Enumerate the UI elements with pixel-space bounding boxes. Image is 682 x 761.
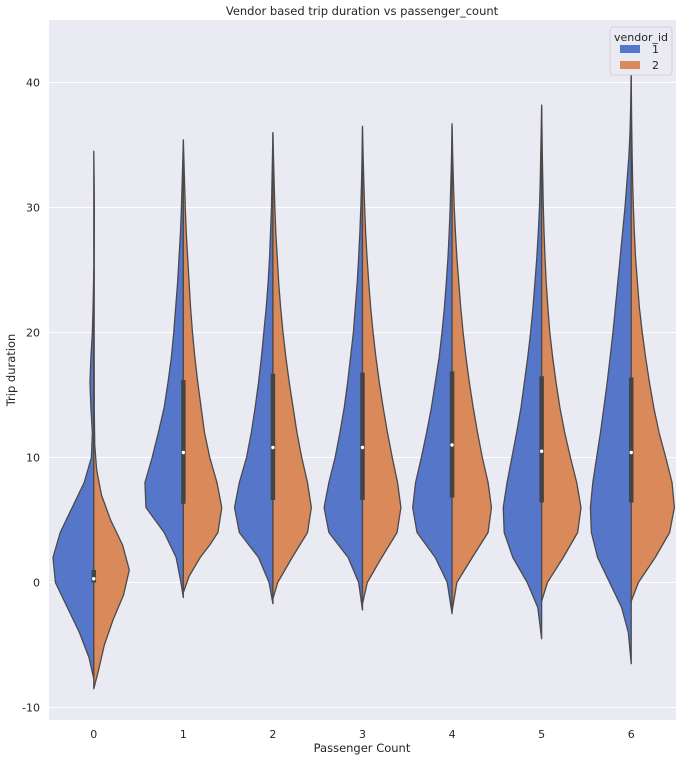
median-dot [629,450,633,455]
chart-title: Vendor based trip duration vs passenger_… [226,4,499,18]
legend-swatch-2 [620,61,640,69]
y-tick-label: -10 [22,702,40,715]
x-tick-label: 6 [628,728,635,741]
violin-half-vendor-2-pc-5 [540,106,582,602]
violins [52,69,676,690]
violin-half-vendor-1-pc-5 [502,104,543,640]
violin-half-vendor-1-pc-6 [589,69,632,665]
violin-half-vendor-1-pc-1 [144,139,185,599]
legend: vendor_id 1 2 [609,26,673,76]
y-tick-label: 20 [26,327,40,340]
legend-label-2: 2 [652,59,659,72]
violin-half-vendor-1-pc-4 [412,123,453,615]
legend-title: vendor_id [614,31,668,44]
median-dot [271,445,275,450]
y-tick-label: 40 [26,77,40,90]
median-dot [92,577,96,581]
x-tick-labels: 0 1 2 3 4 5 6 [90,728,634,741]
legend-label-1: 1 [652,43,659,56]
y-axis-label: Trip duration [4,334,18,408]
x-tick-label: 4 [449,728,456,741]
x-axis-label: Passenger Count [314,741,411,755]
median-dot [450,443,454,447]
x-tick-label: 5 [538,728,545,741]
y-tick-label: 0 [33,577,40,590]
violin-half-vendor-2-pc-3 [361,128,402,605]
violin-half-vendor-2-pc-0 [93,150,130,690]
median-dot [360,445,365,450]
violin-half-vendor-2-pc-1 [182,139,223,594]
violin-half-vendor-1-pc-0 [52,269,95,680]
legend-swatch-1 [620,45,640,53]
inner-boxes [91,371,634,583]
median-dot [181,450,186,455]
violin-half-vendor-2-pc-2 [272,133,312,600]
y-tick-label: 30 [26,202,40,215]
x-tick-label: 2 [269,728,276,741]
x-tick-label: 0 [90,728,97,741]
x-tick-label: 1 [180,728,187,741]
y-tick-label: 10 [26,452,40,465]
x-tick-label: 3 [359,728,366,741]
violin-half-vendor-2-pc-4 [451,125,493,612]
y-tick-labels: -10 0 10 20 30 40 [22,77,40,715]
median-dot [539,449,544,453]
violin-half-vendor-1-pc-3 [323,125,364,611]
violin-half-vendor-2-pc-6 [630,75,676,602]
violin-half-vendor-1-pc-2 [233,131,274,605]
